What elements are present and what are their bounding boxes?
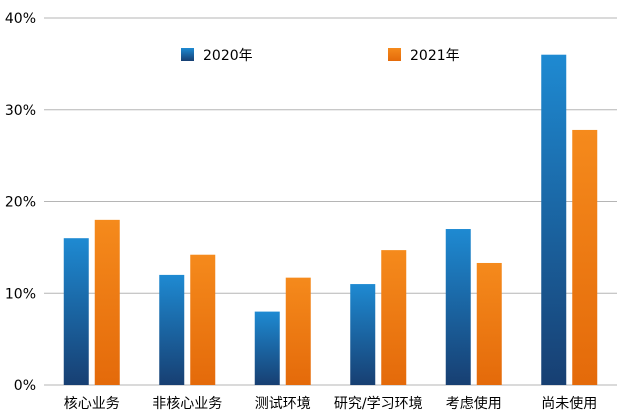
bar-series1 xyxy=(63,238,89,385)
bar-series1 xyxy=(350,284,376,385)
bar-series1 xyxy=(254,311,280,385)
y-tick-label: 10% xyxy=(5,286,36,302)
x-category-label: 尚未使用 xyxy=(541,395,597,412)
legend-swatch xyxy=(388,48,401,61)
y-tick-label: 20% xyxy=(5,195,36,211)
x-category-label: 测试环境 xyxy=(255,396,311,412)
bars xyxy=(63,54,598,385)
y-tick-label: 40% xyxy=(5,11,36,27)
bar-series1 xyxy=(159,274,185,385)
bar-series2 xyxy=(190,254,216,385)
bar-series1 xyxy=(541,54,567,385)
x-category-label: 考虑使用 xyxy=(446,395,502,412)
bar-series1 xyxy=(445,229,471,385)
legend-label: 2021年 xyxy=(410,48,460,64)
x-axis-categories: 核心业务 非核心业务 测试环境 研究/学习环境 考虑使用 尚未使用 xyxy=(64,395,598,412)
bar-series2 xyxy=(94,219,120,385)
bar-series2 xyxy=(476,262,502,385)
y-axis-ticks: 0% 10% 20% 30% 40% xyxy=(5,11,36,394)
bar-series2 xyxy=(381,250,407,385)
y-tick-label: 30% xyxy=(5,103,36,119)
grid xyxy=(44,17,617,386)
bar-series2 xyxy=(285,277,311,385)
x-category-label: 研究/学习环境 xyxy=(334,396,423,412)
x-category-label: 非核心业务 xyxy=(152,396,222,412)
y-tick-label: 0% xyxy=(14,378,36,394)
legend-label: 2020年 xyxy=(203,48,253,64)
x-category-label: 核心业务 xyxy=(64,396,120,412)
legend-swatch xyxy=(181,48,194,61)
bar-series2 xyxy=(572,129,598,385)
legend: 2020年 2021年 xyxy=(181,48,460,64)
